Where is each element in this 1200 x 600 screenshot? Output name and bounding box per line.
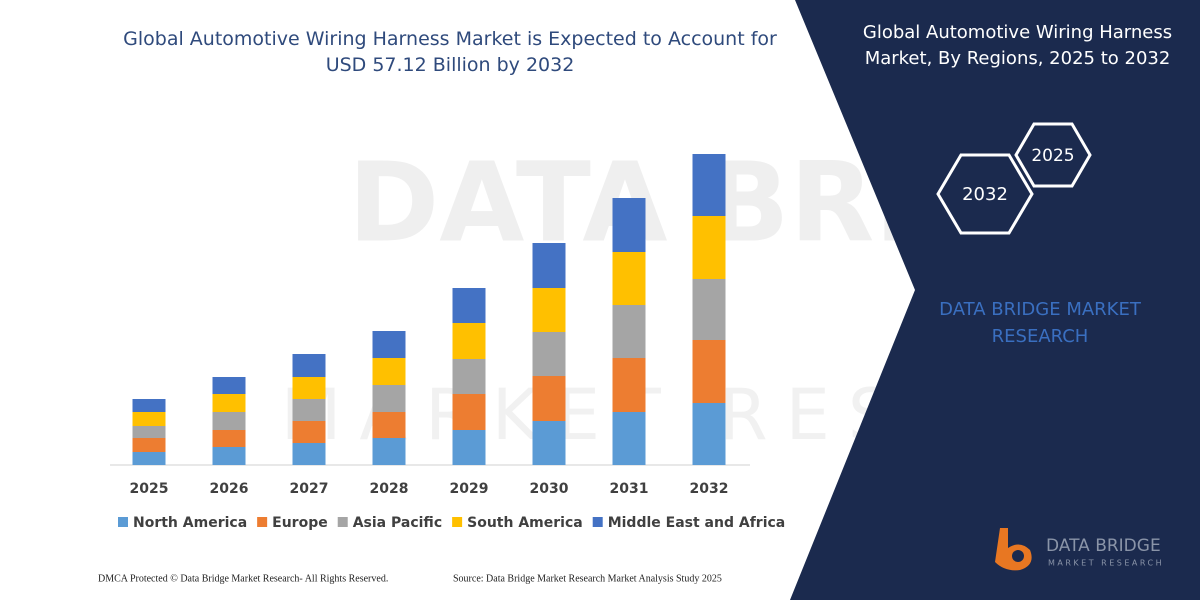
bar-segment	[372, 438, 406, 465]
bar-segment	[212, 412, 246, 430]
bar-segment	[612, 412, 646, 465]
bar-segment	[372, 358, 406, 385]
bar-segment	[132, 412, 166, 426]
hexagon	[936, 153, 1034, 235]
bar-segment	[372, 385, 406, 412]
footer-left: DMCA Protected © Data Bridge Market Rese…	[98, 573, 388, 584]
bar-segment	[692, 279, 726, 340]
bar-segment	[132, 452, 166, 465]
bar-segment	[292, 421, 326, 443]
bar-segment	[372, 331, 406, 358]
bar-segment	[292, 354, 326, 377]
x-tick-label: 2029	[450, 481, 489, 497]
legend-label: Asia Pacific	[353, 515, 442, 531]
bar-segment	[692, 154, 726, 216]
bar-segment	[132, 426, 166, 438]
legend-swatch	[257, 517, 268, 527]
legend-label: North America	[133, 515, 247, 531]
hexagon-label: 2032	[962, 184, 1008, 205]
x-tick-label: 2030	[530, 481, 569, 497]
legend-label: Europe	[272, 515, 328, 531]
brand: DATA BRIDGE MARKET RESEARCH	[939, 299, 1141, 347]
bar-segment	[132, 438, 166, 452]
bar-segment	[532, 376, 566, 421]
legend-swatch	[118, 517, 128, 527]
bar-segment	[452, 288, 486, 323]
bar-segment	[292, 377, 326, 399]
bar-segment	[532, 243, 566, 288]
hexagon-label: 2025	[1031, 146, 1074, 166]
bar-segment	[452, 323, 486, 359]
bar-segment	[692, 340, 726, 403]
bar-segment	[452, 394, 486, 430]
logo-tagline: MARKET RESEARCH	[1048, 559, 1164, 568]
bar-segment	[452, 430, 486, 465]
panel-title: Global Automotive Wiring Harness Market,…	[862, 22, 1173, 69]
bar-segment	[372, 412, 406, 438]
x-tick-label: 2026	[210, 481, 249, 497]
legend-label: South America	[467, 515, 583, 531]
bar-segment	[692, 216, 726, 279]
logo-name: DATA BRIDGE	[1046, 536, 1161, 556]
bar-segment	[612, 252, 646, 305]
footer-right: Source: Data Bridge Market Research Mark…	[453, 573, 722, 584]
bar-segment	[212, 377, 246, 394]
logo-icon	[1012, 550, 1024, 562]
bar-segment	[612, 358, 646, 412]
bar-segment	[612, 198, 646, 252]
bar-segment	[612, 305, 646, 358]
side-panel	[790, 0, 1200, 600]
legend-swatch	[337, 517, 348, 527]
bar-segment	[532, 288, 566, 332]
chart-title: Global Automotive Wiring Harness Market …	[123, 28, 777, 76]
bar-segment	[212, 394, 246, 412]
x-tick-label: 2032	[690, 481, 729, 497]
x-tick-label: 2025	[130, 481, 169, 497]
bar-segment	[132, 399, 166, 412]
x-tick-label: 2027	[290, 481, 329, 497]
hexagon	[1014, 122, 1092, 188]
bar-segment	[532, 332, 566, 376]
x-tick-label: 2028	[370, 481, 409, 497]
legend-swatch	[592, 517, 603, 527]
bar-segment	[292, 399, 326, 421]
legend-swatch	[452, 517, 463, 527]
bar-segment	[452, 359, 486, 394]
bar-segment	[212, 447, 246, 465]
x-tick-label: 2031	[610, 481, 649, 497]
bar-segment	[292, 443, 326, 465]
bar-segment	[692, 403, 726, 465]
legend-label: Middle East and Africa	[608, 515, 786, 531]
bar-segment	[532, 421, 566, 465]
bar-segment	[212, 430, 246, 447]
